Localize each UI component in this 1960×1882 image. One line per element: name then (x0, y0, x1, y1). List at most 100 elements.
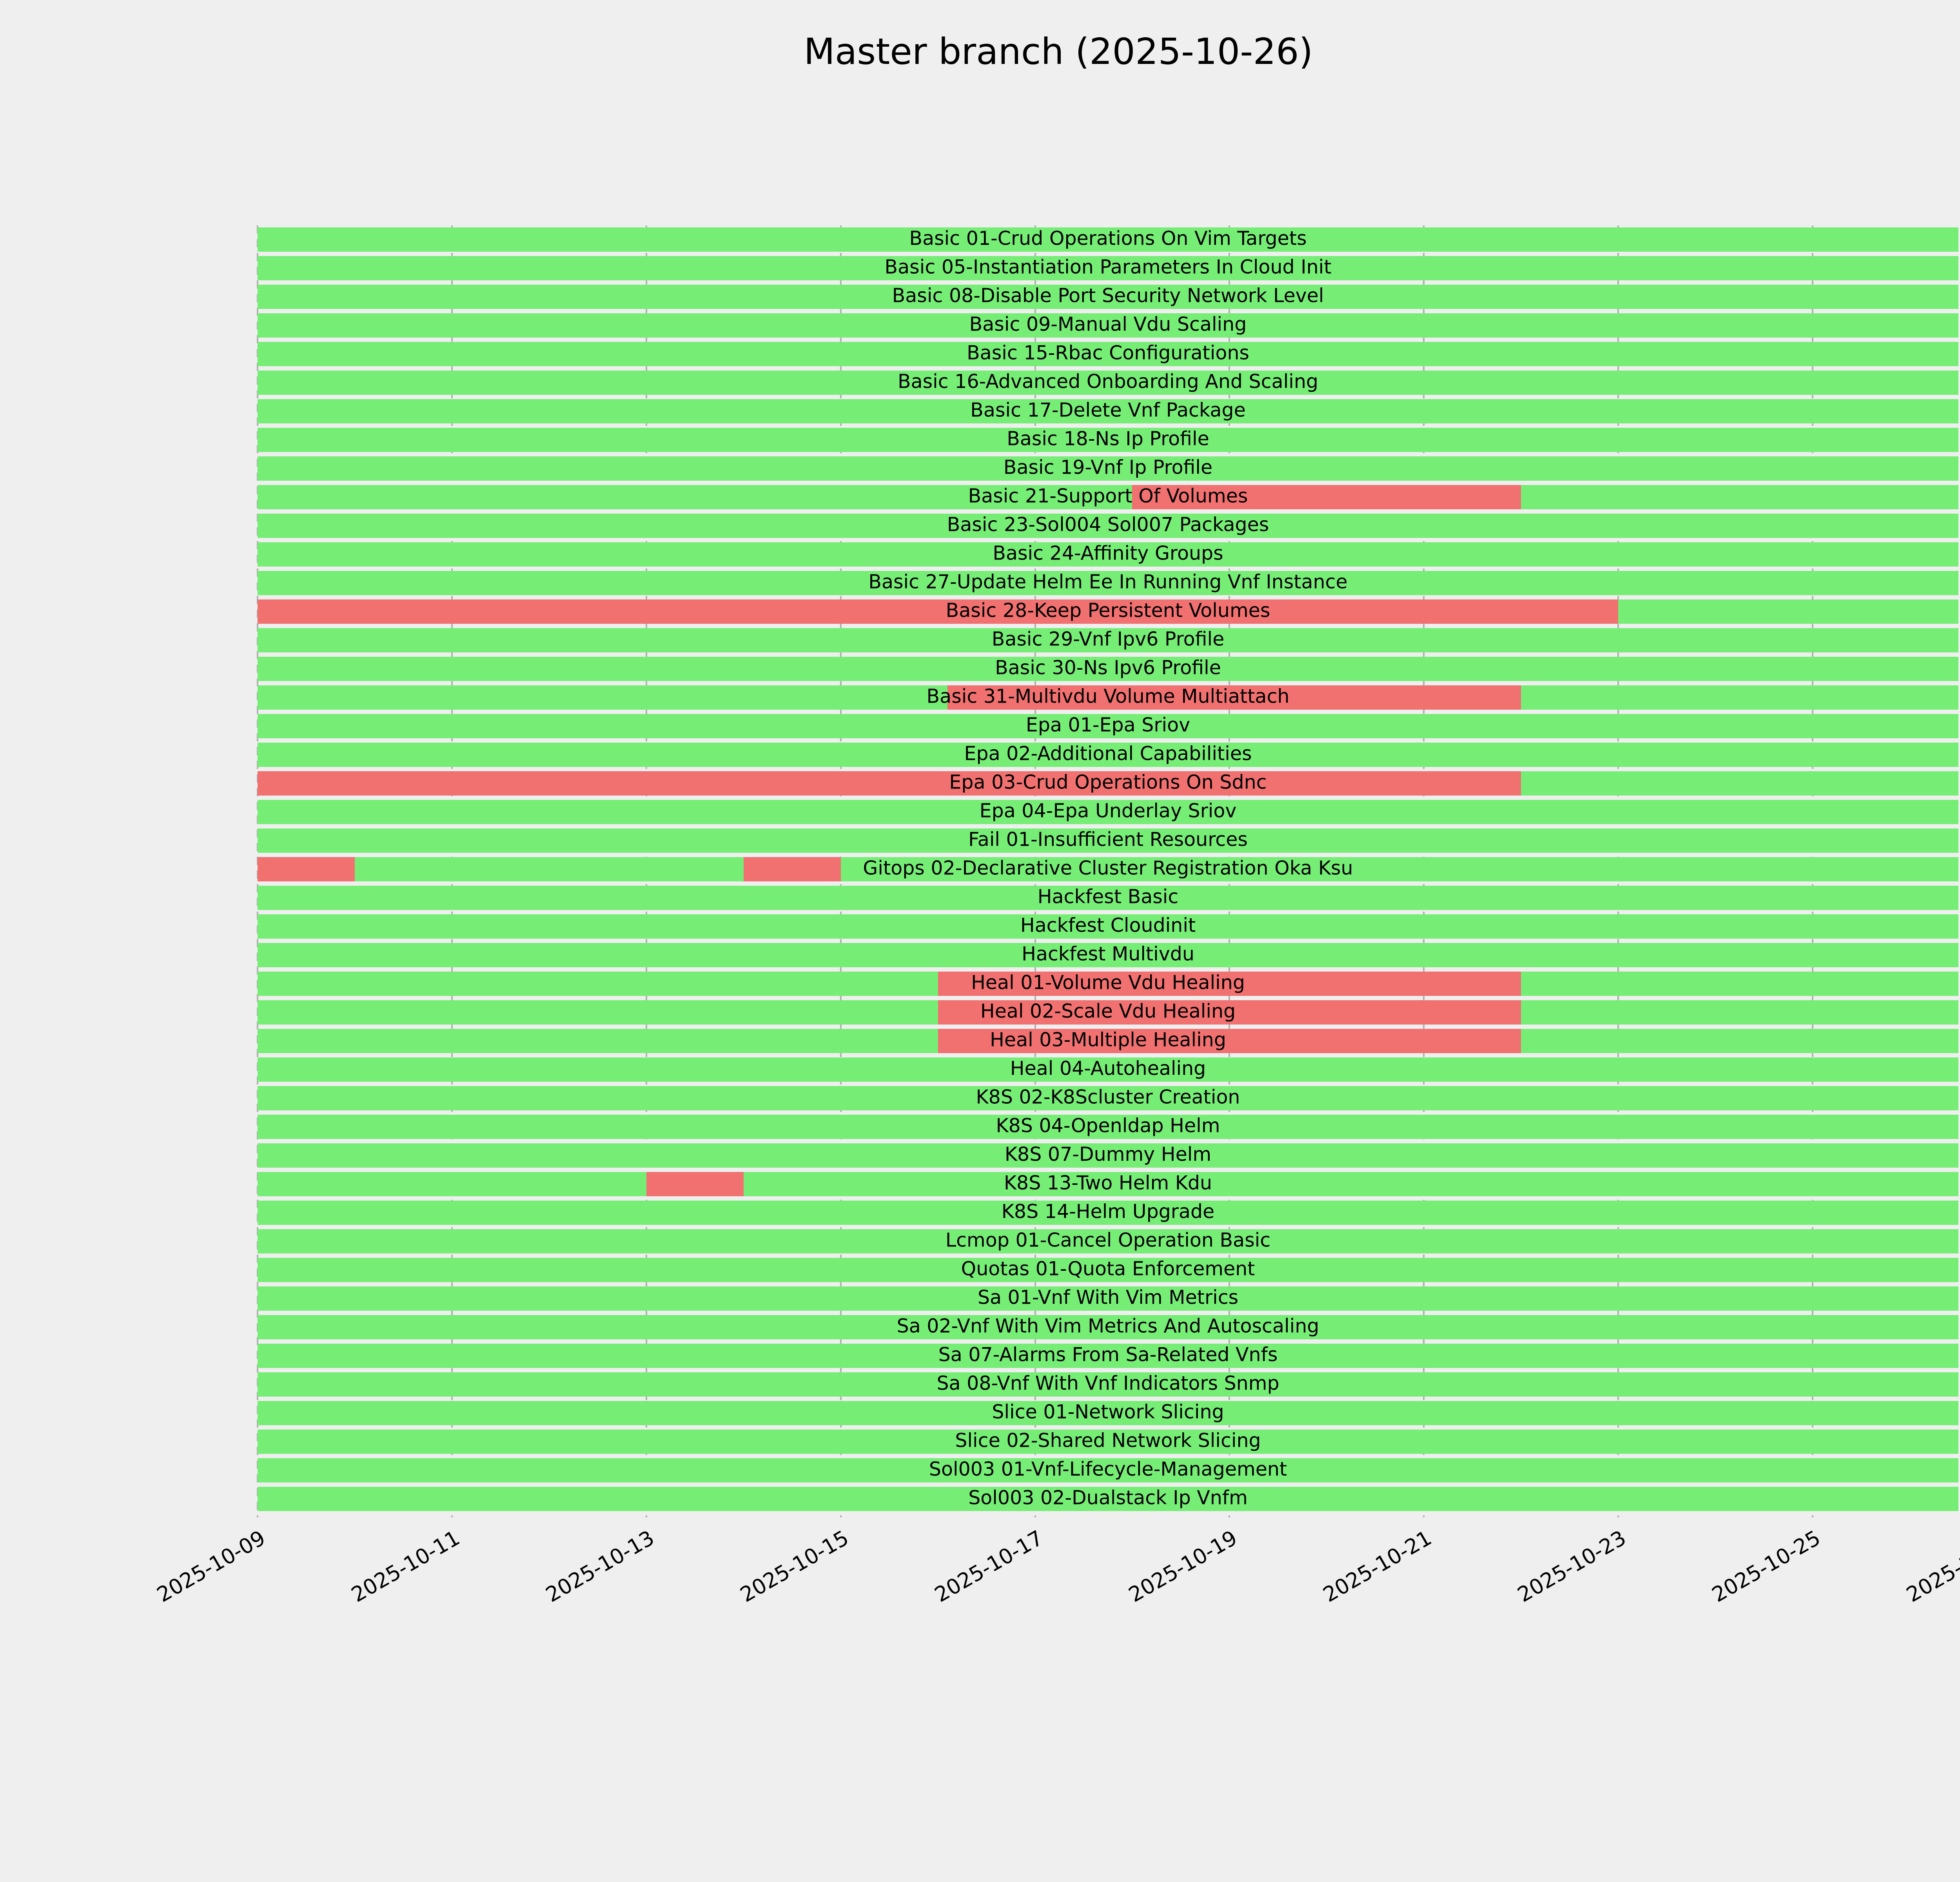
task-label: Basic 18-Ns Ip Profile (1007, 427, 1209, 450)
task-label: K8S 14-Helm Upgrade (1001, 1200, 1215, 1223)
failure-segment (1132, 485, 1521, 509)
task-label: K8S 13-Two Helm Kdu (1004, 1172, 1212, 1194)
failure-segment (938, 972, 1521, 996)
task-row: Gitops 02-Declarative Cluster Registrati… (258, 855, 1960, 884)
task-label: Epa 04-Epa Underlay Sriov (979, 799, 1237, 822)
task-row: Basic 24-Affinity Groups (258, 540, 1960, 569)
task-bar: Basic 30-Ns Ipv6 Profile (258, 657, 1959, 681)
task-row: Epa 01-Epa Sriov (258, 712, 1960, 741)
task-label: Basic 09-Manual Vdu Scaling (969, 313, 1247, 336)
task-row: Basic 17-Delete Vnf Package (258, 397, 1960, 426)
task-label: Basic 21-Support Of Volumes (968, 485, 1248, 507)
task-bar: Sol003 02-Dualstack Ip Vnfm (258, 1486, 1959, 1511)
task-row: Basic 23-Sol004 Sol007 Packages (258, 512, 1960, 540)
task-bar: Heal 03-Multiple Healing (258, 1029, 1959, 1053)
task-row: Sol003 02-Dualstack Ip Vnfm (258, 1485, 1960, 1513)
task-label: Basic 05-Instantiation Parameters In Clo… (884, 256, 1332, 278)
task-row: Slice 01-Network Slicing (258, 1399, 1960, 1428)
task-row: Heal 01-Volume Vdu Healing (258, 970, 1960, 998)
task-label: Basic 23-Sol004 Sol007 Packages (947, 513, 1269, 536)
task-label: Slice 02-Shared Network Slicing (955, 1429, 1261, 1452)
task-row: Sa 02-Vnf With Vim Metrics And Autoscali… (258, 1313, 1960, 1342)
task-label: Basic 24-Affinity Groups (993, 542, 1223, 565)
task-row: K8S 13-Two Helm Kdu (258, 1170, 1960, 1199)
task-bar: Quotas 01-Quota Enforcement (258, 1257, 1959, 1282)
task-bar: Lcmop 01-Cancel Operation Basic (258, 1229, 1959, 1253)
task-label: Epa 01-Epa Sriov (1025, 714, 1191, 736)
task-label: Sol003 02-Dualstack Ip Vnfm (968, 1486, 1248, 1509)
task-label: Lcmop 01-Cancel Operation Basic (945, 1229, 1271, 1252)
task-bar: Heal 02-Scale Vdu Healing (258, 1000, 1959, 1025)
task-row: Heal 02-Scale Vdu Healing (258, 998, 1960, 1027)
task-bar: Heal 04-Autohealing (258, 1057, 1959, 1082)
task-label: Sa 07-Alarms From Sa-Related Vnfs (938, 1343, 1278, 1366)
plot-area: Basic 01-Crud Operations On Vim Targets B… (153, 225, 1960, 1607)
task-row: Epa 04-Epa Underlay Sriov (258, 798, 1960, 827)
task-row: Sa 08-Vnf With Vnf Indicators Snmp (258, 1370, 1960, 1399)
task-bar: Sa 02-Vnf With Vim Metrics And Autoscali… (258, 1315, 1959, 1339)
task-row: Basic 15-Rbac Configurations (258, 340, 1960, 369)
task-row: Basic 29-Vnf Ipv6 Profile (258, 626, 1960, 655)
task-row: Fail 01-Insufficient Resources (258, 827, 1960, 855)
task-bar: Sa 07-Alarms From Sa-Related Vnfs (258, 1343, 1959, 1368)
task-label: Hackfest Cloudinit (1020, 914, 1196, 937)
task-bar: Basic 29-Vnf Ipv6 Profile (258, 628, 1959, 652)
task-label: Quotas 01-Quota Enforcement (961, 1257, 1255, 1280)
task-label: Fail 01-Insufficient Resources (968, 828, 1248, 851)
task-bar: Basic 17-Delete Vnf Package (258, 399, 1959, 423)
x-axis: 2025-10-09 2025-10-11 2025-10-13 2025-10-15… (153, 1517, 1960, 1635)
task-row: Basic 27-Update Helm Ee In Running Vnf I… (258, 569, 1960, 598)
task-label: Hackfest Basic (1037, 885, 1179, 908)
task-row: Hackfest Multivdu (258, 941, 1960, 970)
bars-container: Basic 01-Crud Operations On Vim Targets B… (258, 225, 1960, 1513)
task-row: Sol003 01-Vnf-Lifecycle-Management (258, 1456, 1960, 1485)
task-label: Slice 01-Network Slicing (992, 1401, 1224, 1423)
task-label: Gitops 02-Declarative Cluster Registrati… (863, 857, 1353, 879)
task-row: Basic 01-Crud Operations On Vim Targets (258, 225, 1960, 254)
x-tick-label: 2025-10-13 (542, 1526, 659, 1607)
failure-segment (258, 857, 355, 881)
task-bar: Heal 01-Volume Vdu Healing (258, 972, 1959, 996)
task-label: Sa 02-Vnf With Vim Metrics And Autoscali… (897, 1315, 1319, 1337)
x-tick-label: 2025-10-11 (347, 1526, 464, 1607)
chart-title: Master branch (2025-10-26) (804, 31, 1313, 73)
task-row: Lcmop 01-Cancel Operation Basic (258, 1227, 1960, 1256)
task-bar: Basic 19-Vnf Ip Profile (258, 456, 1959, 481)
failure-segment (258, 599, 1619, 624)
x-tick-label: 2025-10-21 (1319, 1526, 1436, 1607)
task-bar: Gitops 02-Declarative Cluster Registrati… (258, 857, 1959, 881)
task-bar: Basic 05-Instantiation Parameters In Clo… (258, 256, 1959, 280)
task-row: Hackfest Basic (258, 884, 1960, 912)
task-row: K8S 04-Openldap Helm (258, 1113, 1960, 1141)
task-row: Basic 28-Keep Persistent Volumes (258, 598, 1960, 626)
task-label: K8S 07-Dummy Helm (1004, 1143, 1212, 1166)
task-bar: Fail 01-Insufficient Resources (258, 828, 1959, 853)
task-label: Basic 01-Crud Operations On Vim Targets (909, 227, 1307, 250)
task-bar: Epa 02-Additional Capabilities (258, 743, 1959, 767)
task-bar: Slice 02-Shared Network Slicing (258, 1429, 1959, 1454)
task-bar: K8S 02-K8Scluster Creation (258, 1086, 1959, 1110)
failure-segment (646, 1172, 744, 1196)
task-bar: Sol003 01-Vnf-Lifecycle-Management (258, 1458, 1959, 1482)
task-bar: Basic 15-Rbac Configurations (258, 342, 1959, 366)
failure-segment (743, 857, 841, 881)
task-bar: Epa 04-Epa Underlay Sriov (258, 799, 1959, 824)
task-label: Sol003 01-Vnf-Lifecycle-Management (929, 1458, 1287, 1481)
failure-segment (938, 1029, 1521, 1053)
task-label: K8S 04-Openldap Helm (996, 1114, 1220, 1137)
task-bar: Basic 27-Update Helm Ee In Running Vnf I… (258, 571, 1959, 595)
task-row: K8S 14-Helm Upgrade (258, 1199, 1960, 1227)
task-bar: Epa 03-Crud Operations On Sdnc (258, 771, 1959, 796)
task-bar: K8S 13-Two Helm Kdu (258, 1172, 1959, 1196)
task-row: Basic 18-Ns Ip Profile (258, 426, 1960, 454)
task-row: Basic 16-Advanced Onboarding And Scaling (258, 369, 1960, 397)
failure-segment (938, 1000, 1521, 1025)
task-bar: Sa 08-Vnf With Vnf Indicators Snmp (258, 1372, 1959, 1397)
task-row: Basic 09-Manual Vdu Scaling (258, 311, 1960, 340)
task-bar: Basic 21-Support Of Volumes (258, 485, 1959, 509)
x-tick-label: 2025-10-25 (1708, 1526, 1825, 1607)
task-row: Basic 05-Instantiation Parameters In Clo… (258, 254, 1960, 283)
task-row: K8S 02-K8Scluster Creation (258, 1084, 1960, 1113)
task-row: Sa 07-Alarms From Sa-Related Vnfs (258, 1342, 1960, 1370)
task-bar: Hackfest Basic (258, 885, 1959, 910)
